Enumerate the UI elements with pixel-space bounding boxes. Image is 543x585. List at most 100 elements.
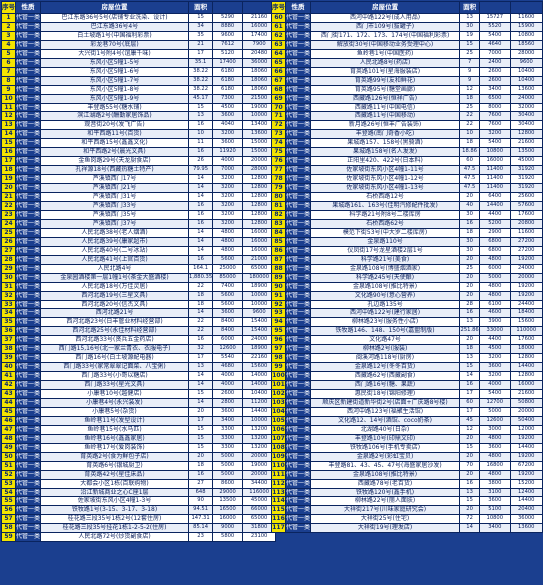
cell-rent1: 6000 <box>479 263 511 274</box>
cell-type: 代管一类 <box>14 451 42 462</box>
cell-type: 代管一类 <box>14 120 42 131</box>
cell-type: 代管一类 <box>284 13 312 23</box>
table-row: 99 代管一类 金泉路12号(冬冬百货) 15 3600 14400 <box>271 362 543 373</box>
cell-seq: 37 <box>1 335 16 346</box>
cell-rent1: 3200 <box>212 209 244 220</box>
cell-location: 育英路95号(糖堂画廊) <box>310 84 461 95</box>
cell-type: 代管一类 <box>14 362 42 373</box>
cell-rent1: 4800 <box>212 227 244 238</box>
table-row: 93 代管一类 西河中路122号(建行家居) 16 4600 18400 <box>271 308 543 319</box>
table-row: 78 代管一类 佐家坡街东风小区4幢1-12号 47.5 11400 31920 <box>271 174 543 185</box>
cell-type: 代管一类 <box>284 487 312 498</box>
cell-location: 人民北路41号(上官百货) <box>40 254 190 265</box>
cell-rent1: 3200 <box>212 174 244 185</box>
table-row: 7 代管一类 东风小区5幢1-6号 38.22 6180 18060 <box>1 66 277 77</box>
table-row: 6 代管一类 东风小区5幢1-5号 35.1 17400 36000 <box>1 57 277 68</box>
cell-rent2: 25600 <box>509 192 543 203</box>
cell-seq: 14 <box>1 129 16 140</box>
cell-seq: 20 <box>1 183 16 194</box>
cell-area: 14 <box>188 371 214 382</box>
table-row: 89 代管一类 科学路245号(天使酿) 20 5000 20000 <box>271 272 543 283</box>
cell-location: 丰登路55号(糖水铺) <box>40 102 190 113</box>
cell-rent2: 36000 <box>509 514 543 525</box>
cell-rent1: 8880 <box>212 21 244 32</box>
cell-seq: 54 <box>1 487 16 498</box>
cell-area: 38.22 <box>188 66 214 77</box>
table-row: 46 代管一类 鱼岭巷11号(发型设计) 17 3400 10000 <box>1 415 277 426</box>
cell-rent1: 3300 <box>212 433 244 444</box>
cell-rent1: 3600 <box>212 111 244 122</box>
cell-type: 代管一类 <box>284 451 312 462</box>
header-area: 面积 <box>188 1 214 14</box>
cell-rent1: 85000 <box>212 272 244 283</box>
cell-seq: 91 <box>271 290 286 301</box>
cell-area: 47.5 <box>459 183 481 194</box>
cell-type: 代管一类 <box>284 201 312 211</box>
cell-area: 15 <box>188 442 214 453</box>
cell-type: 代管一类 <box>284 523 312 534</box>
cell-type: 代管一类 <box>14 183 42 194</box>
cell-rent1: 33000 <box>479 326 511 337</box>
table-row: 34 代管一类 西河北路21号 14 3600 9600 <box>1 308 277 319</box>
cell-area: 47.5 <box>459 174 481 185</box>
cell-location: 东风小区5幢1-6号 <box>40 66 190 77</box>
header-seq: 序号 <box>1 1 16 14</box>
cell-location: 桂花路三段35号1栋2号(12套住房) <box>40 514 190 525</box>
cell-seq: 61 <box>271 21 286 32</box>
cell-rent1: 5000 <box>479 272 511 283</box>
cell-area: 45.17 <box>188 93 214 104</box>
cell-seq: 45 <box>1 406 16 417</box>
cell-location: 小康巷10号(越健店) <box>40 389 190 399</box>
table-row: 102 代管一类 惠民街18号(锦阳修理) 17 5400 21600 <box>271 389 543 399</box>
cell-seq: 46 <box>1 415 16 426</box>
cell-rent1: 6180 <box>212 84 244 95</box>
cell-seq: 77 <box>271 165 286 176</box>
cell-rent2: 17600 <box>509 209 543 220</box>
cell-area: 90 <box>188 496 214 507</box>
table-row: 11 代管一类 丰登路55号(糖水铺) 15 4500 19000 <box>1 102 277 113</box>
cell-type: 代管一类 <box>14 344 42 355</box>
cell-area: 13 <box>188 362 214 373</box>
cell-area: 15 <box>188 13 214 23</box>
cell-seq: 47 <box>1 424 16 435</box>
cell-seq: 21 <box>1 192 16 203</box>
cell-type: 代管一类 <box>284 93 312 104</box>
cell-rent1: 15727 <box>479 13 511 23</box>
table-row: 13 代管一类 观音街20号(发飞广告) 16 4040 13400 <box>1 120 277 131</box>
cell-rent1: 3300 <box>212 442 244 453</box>
table-row: 3 代管一类 白土坡路1号(中国福利彩票) 35 9600 17400 <box>1 30 277 41</box>
cell-area: 14 <box>188 174 214 185</box>
table-left-half: 序号 性质 房屋位置 面积 1 代管一类 巴江东路36号5号(店铺专业洗染、设计) 1… <box>1 1 277 543</box>
cell-area: 15 <box>188 433 214 444</box>
cell-location: 西藏路62号(西藏副食) <box>310 371 461 382</box>
cell-location: 丰登路10号(印鼎文印) <box>310 433 461 444</box>
cell-area: 16 <box>459 308 481 319</box>
cell-seq: 5 <box>1 48 16 59</box>
table-row: 21 代管一类 芦溪镇西门31号 14 3200 12800 <box>1 192 277 203</box>
cell-type: 代管一类 <box>14 496 42 507</box>
cell-rent1: 4800 <box>479 469 511 480</box>
cell-area: 147.31 <box>188 514 214 525</box>
cell-area: 16 <box>459 478 481 489</box>
cell-seq: 59 <box>1 532 16 543</box>
cell-type: 代管一类 <box>284 57 312 68</box>
cell-location: 人民北路39号(康家超市) <box>40 236 190 247</box>
table-row: 2 代管一类 巴江东路36号4号 34 8880 16000 <box>1 21 277 32</box>
table-row: 43 代管一类 小康巷10号(越健店) 15 2600 10400 <box>1 389 277 399</box>
cell-rent1: 3600 <box>479 496 511 507</box>
table-row: 82 代管一类 科学路21号附8号二楼库房 30 4400 17600 <box>271 209 543 220</box>
cell-area: 14 <box>188 236 214 247</box>
cell-location: 西门市109号(拔罐子) <box>310 21 461 32</box>
cell-rent1: 2800 <box>212 397 244 408</box>
cell-rent2: 28000 <box>509 48 543 59</box>
cell-rent1: 11400 <box>479 183 511 194</box>
cell-rent2: 15200 <box>509 478 543 489</box>
cell-rent1: 5600 <box>212 290 244 301</box>
cell-seq: 55 <box>1 496 16 507</box>
cell-seq: 68 <box>271 84 286 95</box>
header-rent1 <box>479 1 511 14</box>
cell-seq: 48 <box>1 433 16 444</box>
cell-seq: 9 <box>1 84 16 95</box>
cell-location: 金泉路12号(冬冬百货) <box>310 362 461 373</box>
table-row: 76 代管一类 正阳里420、422号(日本料) 60 16000 45000 <box>271 156 543 167</box>
